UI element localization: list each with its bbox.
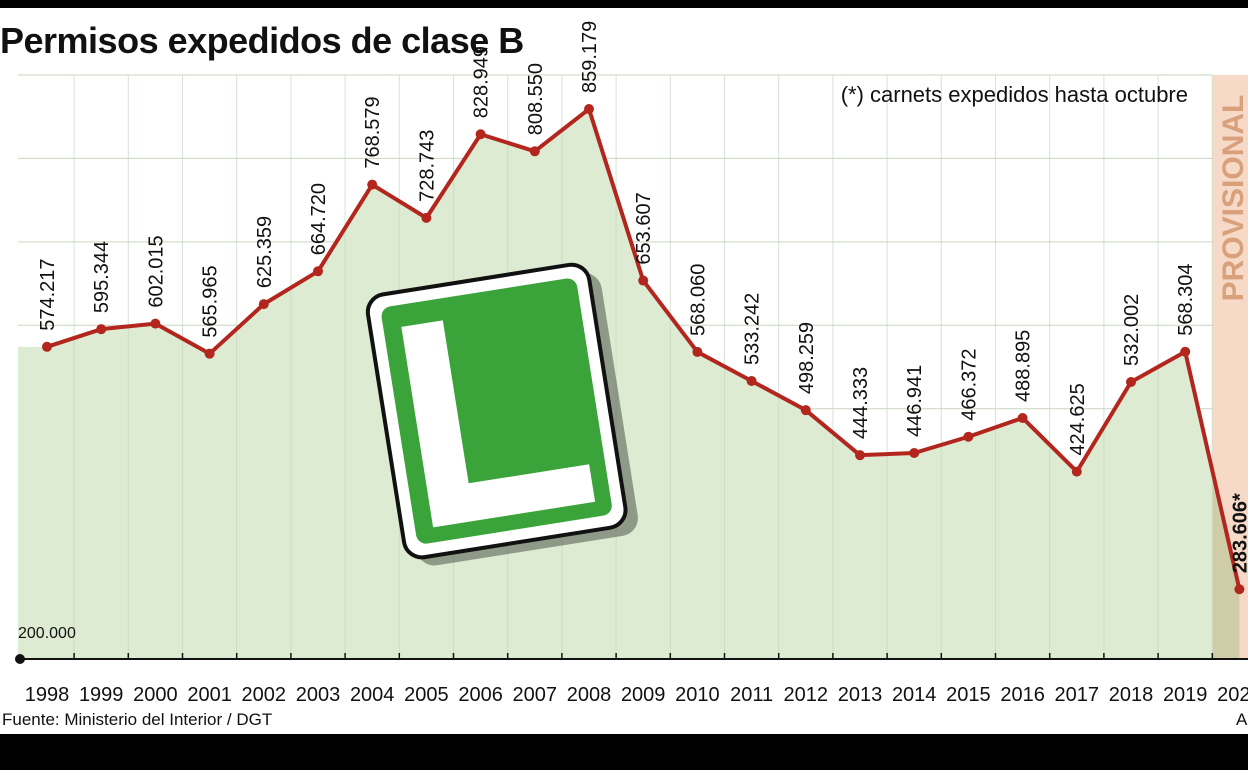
value-label: 532.002: [1121, 294, 1143, 366]
value-label: 446.941: [904, 365, 926, 437]
data-point: [150, 318, 161, 329]
data-point: [692, 346, 703, 357]
series-area: [47, 109, 1240, 659]
value-label: 424.625: [1067, 383, 1089, 455]
data-points: [42, 104, 1245, 595]
x-tick-label: 2007: [513, 684, 558, 706]
value-label: 602.015: [145, 235, 167, 307]
x-tick-label: 2001: [187, 684, 232, 706]
provisional-label: PROVISIONAL: [1217, 95, 1248, 302]
data-point: [421, 212, 432, 223]
value-label: 568.304: [1175, 263, 1197, 335]
x-tick-label: 2000: [133, 684, 178, 706]
value-label: 859.179: [579, 21, 601, 93]
footnote: (*) carnets expedidos hasta octubre: [841, 82, 1188, 107]
data-point: [963, 431, 974, 442]
x-tick-label: 2019: [1163, 684, 1208, 706]
x-tick-label: 2003: [296, 684, 341, 706]
y-axis-label: 200.000: [18, 625, 76, 642]
value-label: 728.743: [416, 130, 438, 202]
x-tick-label: 2016: [1000, 684, 1045, 706]
value-label: 498.259: [796, 322, 818, 394]
data-point: [96, 324, 107, 335]
value-labels: 574.217 595.344 602.015 565.965 625.359 664.7…: [37, 21, 1248, 573]
data-point: [909, 447, 920, 458]
value-label: 444.333: [850, 367, 872, 439]
value-label: 574.217: [37, 258, 59, 330]
data-point: [1126, 377, 1136, 388]
data-point: [367, 179, 378, 190]
data-point: [855, 450, 865, 461]
data-point: [800, 405, 811, 416]
value-label: 595.344: [91, 241, 113, 313]
x-tick-label: 2006: [458, 684, 503, 706]
data-point: [1017, 412, 1028, 423]
data-point: [529, 146, 540, 157]
credit-note: A: [1236, 710, 1248, 729]
provisional-area: [1212, 470, 1240, 659]
value-label: 466.372: [958, 348, 980, 420]
x-tick-label: 2012: [784, 684, 829, 706]
x-tick-label: 2004: [350, 684, 395, 706]
data-point: [313, 266, 323, 277]
value-label: 664.720: [308, 183, 330, 255]
data-point: [1180, 346, 1191, 357]
x-tick-label: 2018: [1109, 684, 1154, 706]
chart-title: Permisos expedidos de clase B: [0, 20, 524, 61]
value-label: 768.579: [362, 96, 384, 168]
x-tick-label: 2020: [1217, 684, 1248, 706]
value-label: 568.060: [687, 264, 709, 336]
learner-l-sign: [365, 262, 638, 566]
value-label: 565.965: [200, 265, 222, 337]
x-tick-label: 2008: [567, 684, 612, 706]
data-point: [258, 299, 269, 310]
x-tick-label: 2009: [621, 684, 666, 706]
x-tick-label: 2005: [404, 684, 449, 706]
x-tick-label: 2010: [675, 684, 720, 706]
data-point: [584, 104, 594, 115]
data-point: [746, 375, 757, 386]
x-tick-label: 2017: [1055, 684, 1100, 706]
x-tick-label: 2014: [892, 684, 937, 706]
source-note: Fuente: Ministerio del Interior / DGT: [2, 710, 273, 729]
data-point: [204, 348, 215, 359]
data-point: [475, 129, 486, 140]
x-tick-label: 2015: [946, 684, 991, 706]
value-label: 625.359: [254, 216, 276, 288]
axis-origin-dot: [15, 654, 25, 664]
sign-letter-l: [401, 320, 596, 528]
x-tick-label: 2011: [730, 684, 773, 706]
x-tick-label: 2002: [242, 684, 287, 706]
value-label: 653.607: [633, 192, 655, 264]
value-label: 283.606*: [1229, 493, 1248, 573]
value-label: 828.949: [471, 46, 493, 118]
data-point: [42, 341, 52, 352]
x-tick-label: 1999: [79, 684, 124, 706]
learner-sign-icon: [365, 262, 638, 566]
x-tick-labels: 1998 1999 2000 2001 2002 2003 2004 2005 2006 2007…: [25, 684, 1248, 706]
x-tick-label: 2013: [838, 684, 883, 706]
chart: 574.217 595.344 602.015 565.965 625.359 664.7…: [15, 21, 1248, 706]
data-point: [1071, 466, 1082, 477]
x-tick-label: 1998: [25, 684, 70, 706]
value-label: 808.550: [525, 63, 547, 135]
value-label: 488.895: [1013, 330, 1035, 402]
x-axis: [15, 653, 1248, 664]
chart-canvas: 574.217 595.344 602.015 565.965 625.359 664.7…: [0, 8, 1248, 734]
data-point: [638, 275, 649, 286]
area-layer: [18, 109, 1240, 659]
value-label: 533.242: [742, 293, 764, 365]
series-area-lead: [18, 346, 47, 659]
data-point: [1234, 584, 1245, 595]
